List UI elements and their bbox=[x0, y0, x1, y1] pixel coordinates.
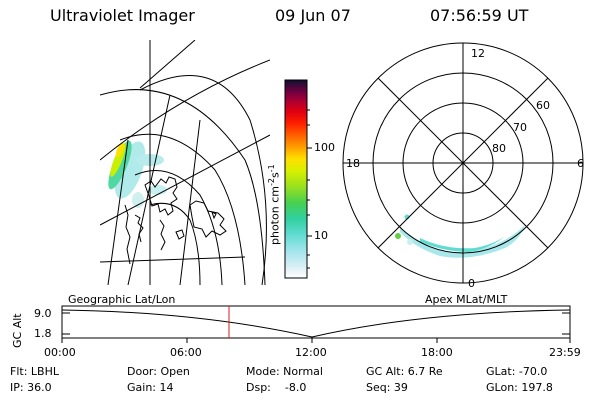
info-ip: IP: 36.0 bbox=[10, 381, 52, 394]
timeline-x-tick: 06:00 bbox=[170, 346, 202, 359]
time-label: 07:56:59 UT bbox=[430, 6, 529, 25]
info-door: Door: Open bbox=[127, 365, 190, 378]
polar-plot bbox=[342, 42, 584, 284]
timeline-right-label: Apex MLat/MLT bbox=[425, 293, 508, 306]
timeline-left-label: Geographic Lat/Lon bbox=[68, 293, 176, 306]
polar-label-12: 12 bbox=[471, 47, 485, 60]
polar-ring-80: 80 bbox=[492, 142, 506, 155]
colorbar-unit-label: photon cm-2s-1 bbox=[267, 164, 282, 245]
polar-label-6: 6 bbox=[577, 157, 584, 170]
timeline-y-label: GC Alt bbox=[11, 313, 24, 348]
info-dsp: Dsp: -8.0 bbox=[246, 381, 307, 394]
geographic-map bbox=[100, 40, 270, 285]
info-gc-alt: GC Alt: 6.7 Re bbox=[366, 365, 443, 378]
info-gain: Gain: 14 bbox=[127, 381, 174, 394]
timeline-x-tick: 12:00 bbox=[295, 346, 327, 359]
info-mode: Mode: Normal bbox=[246, 365, 323, 378]
timeline-x-tick: 00:00 bbox=[44, 346, 76, 359]
info-flt: Flt: LBHL bbox=[10, 365, 59, 378]
colorbar bbox=[284, 79, 312, 279]
polar-label-0: 0 bbox=[468, 277, 475, 290]
info-seq: Seq: 39 bbox=[366, 381, 408, 394]
info-glon: GLon: 197.8 bbox=[486, 381, 553, 394]
timeline-x-tick: 23:59 bbox=[549, 346, 581, 359]
colorbar-tick-10: 10 bbox=[314, 229, 328, 242]
timeline-y-top: 9.0 bbox=[34, 307, 52, 320]
polar-ring-60: 60 bbox=[536, 99, 550, 112]
polar-label-18: 18 bbox=[346, 157, 360, 170]
app-title: Ultraviolet Imager bbox=[50, 6, 195, 25]
timeline-y-bottom: 1.8 bbox=[34, 327, 52, 340]
date-label: 09 Jun 07 bbox=[275, 6, 351, 25]
polar-ring-70: 70 bbox=[513, 121, 527, 134]
info-glat: GLat: -70.0 bbox=[486, 365, 548, 378]
timeline-x-tick: 18:00 bbox=[421, 346, 453, 359]
colorbar-tick-100: 100 bbox=[314, 141, 335, 154]
timeline-plot bbox=[61, 305, 571, 343]
